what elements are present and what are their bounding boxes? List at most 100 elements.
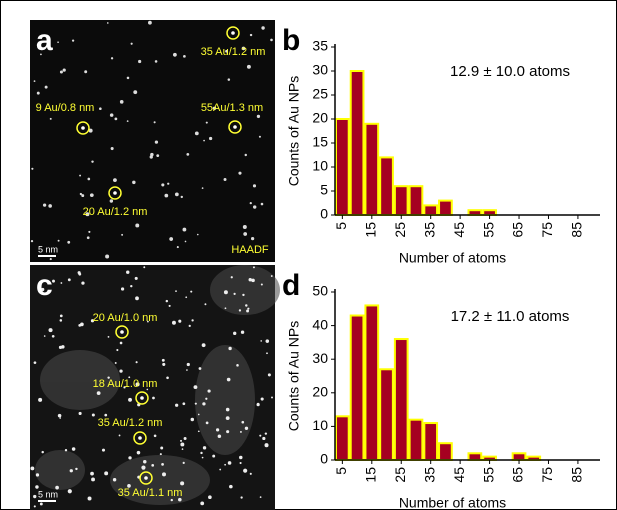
particle bbox=[151, 463, 155, 467]
y-tick-label: 5 bbox=[320, 182, 328, 198]
particle bbox=[69, 469, 73, 473]
particle bbox=[270, 275, 273, 277]
particle bbox=[261, 26, 265, 30]
marker-dot bbox=[140, 396, 144, 400]
x-axis-label: Number of atoms bbox=[399, 250, 506, 266]
particle bbox=[252, 205, 257, 209]
particle bbox=[130, 284, 133, 288]
particle bbox=[249, 472, 252, 475]
particle bbox=[126, 120, 129, 122]
particle bbox=[226, 377, 231, 382]
particle bbox=[180, 195, 183, 199]
particle bbox=[126, 76, 130, 80]
particle bbox=[114, 361, 117, 364]
annotation: 35 Au/1.2 nm bbox=[98, 417, 163, 429]
particle bbox=[104, 471, 109, 476]
bar bbox=[438, 199, 453, 217]
particle bbox=[252, 266, 255, 269]
particle bbox=[135, 382, 140, 387]
marker-circle bbox=[226, 26, 240, 40]
particle bbox=[41, 450, 44, 454]
particles bbox=[30, 20, 273, 508]
particle bbox=[87, 496, 92, 501]
x-tick-label: 85 bbox=[569, 222, 585, 238]
particle bbox=[217, 434, 222, 439]
particle bbox=[243, 232, 248, 236]
particle bbox=[33, 494, 37, 499]
particle bbox=[200, 501, 205, 506]
particle bbox=[219, 468, 222, 471]
particle bbox=[161, 462, 164, 466]
particle bbox=[58, 345, 63, 349]
particle bbox=[191, 319, 194, 322]
particle bbox=[146, 388, 149, 391]
particle bbox=[59, 417, 61, 419]
particle bbox=[271, 396, 273, 399]
particle bbox=[212, 106, 217, 110]
marker-dot bbox=[120, 330, 124, 334]
particle bbox=[161, 183, 165, 187]
particle bbox=[84, 70, 88, 74]
particle bbox=[171, 320, 176, 325]
particle bbox=[260, 340, 263, 342]
particle bbox=[67, 278, 71, 282]
scale-label: 5 nm bbox=[38, 244, 58, 254]
particle bbox=[35, 473, 40, 477]
particle bbox=[168, 304, 171, 307]
particle bbox=[116, 348, 119, 352]
y-tick-label: 15 bbox=[312, 134, 328, 150]
particle bbox=[49, 258, 52, 261]
particle bbox=[86, 236, 90, 240]
bar bbox=[423, 204, 439, 216]
particle bbox=[110, 146, 114, 151]
particle bbox=[107, 335, 110, 338]
x-tick-label: 75 bbox=[539, 467, 555, 483]
particle bbox=[197, 413, 200, 416]
particle bbox=[55, 485, 59, 490]
particle bbox=[149, 155, 153, 159]
annotation: 20 Au/1.2 nm bbox=[83, 206, 148, 218]
bar bbox=[364, 304, 380, 461]
particle bbox=[229, 484, 233, 489]
particle bbox=[104, 413, 108, 417]
particle bbox=[77, 271, 81, 275]
particle bbox=[147, 320, 149, 323]
marker-circle bbox=[76, 121, 90, 135]
marker-circle bbox=[228, 120, 242, 134]
x-tick-label: 65 bbox=[510, 467, 526, 483]
particle bbox=[186, 369, 188, 371]
bar bbox=[408, 418, 424, 461]
bar bbox=[349, 70, 365, 216]
marker-dot bbox=[81, 126, 85, 130]
y-tick-label: 40 bbox=[312, 316, 328, 332]
particle bbox=[265, 339, 270, 343]
particle bbox=[242, 293, 245, 297]
particle bbox=[241, 420, 245, 424]
particle bbox=[193, 385, 198, 390]
particle bbox=[128, 456, 132, 460]
particle bbox=[130, 42, 133, 45]
x-tick-label: 35 bbox=[421, 467, 437, 483]
particle bbox=[245, 304, 248, 307]
particle bbox=[244, 426, 249, 430]
particle bbox=[260, 202, 264, 206]
particle bbox=[119, 341, 123, 345]
particle bbox=[88, 128, 93, 133]
particle bbox=[252, 184, 257, 188]
particle bbox=[204, 303, 207, 306]
image-a bbox=[30, 20, 275, 262]
particle bbox=[31, 167, 34, 170]
particle bbox=[178, 497, 182, 502]
y-tick-label: 10 bbox=[312, 417, 328, 433]
particle bbox=[107, 376, 110, 379]
particle bbox=[43, 335, 46, 337]
particle bbox=[202, 402, 206, 406]
particle bbox=[49, 117, 52, 120]
particle bbox=[224, 463, 226, 466]
particle bbox=[194, 131, 199, 136]
particle bbox=[238, 309, 242, 312]
particle bbox=[225, 416, 230, 421]
particle bbox=[153, 434, 157, 438]
particle bbox=[90, 471, 94, 476]
particle bbox=[110, 57, 114, 60]
